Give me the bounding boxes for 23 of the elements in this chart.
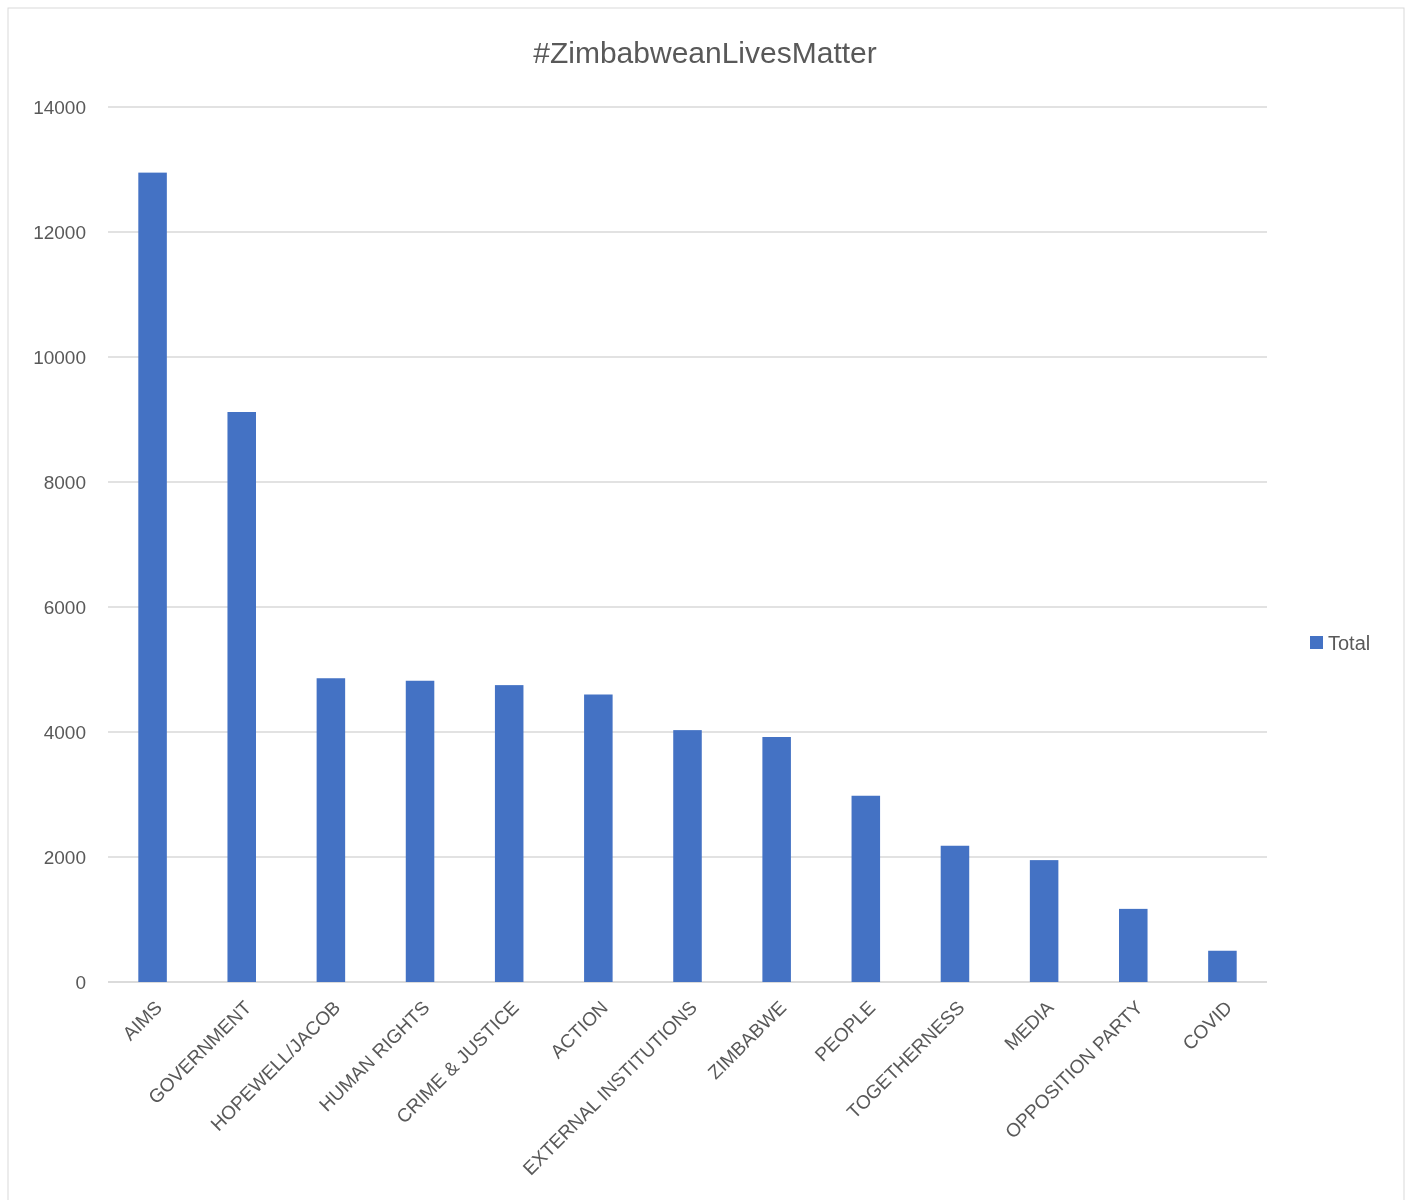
y-tick-label: 12000 (33, 221, 86, 243)
bar (494, 685, 524, 982)
bar (1119, 908, 1148, 982)
bar (227, 412, 256, 982)
y-tick-label: 4000 (43, 721, 86, 743)
y-tick-label: 10000 (33, 346, 86, 368)
legend-label: Total (1328, 632, 1371, 654)
y-tick-label: 2000 (43, 846, 86, 868)
bar (673, 730, 702, 982)
bar (1208, 950, 1237, 982)
y-tick-label: 6000 (43, 596, 86, 618)
bar (1029, 860, 1059, 982)
bar (405, 680, 435, 982)
y-tick-label: 14000 (33, 96, 86, 118)
y-tick-label: 0 (75, 971, 86, 993)
bar (584, 694, 613, 982)
bar (316, 678, 346, 982)
bar (138, 172, 167, 982)
chart-title: #ZimbabweanLivesMatter (533, 36, 877, 69)
bar (851, 795, 881, 982)
bar (762, 737, 791, 982)
bar (940, 845, 970, 982)
y-tick-label: 8000 (43, 471, 86, 493)
